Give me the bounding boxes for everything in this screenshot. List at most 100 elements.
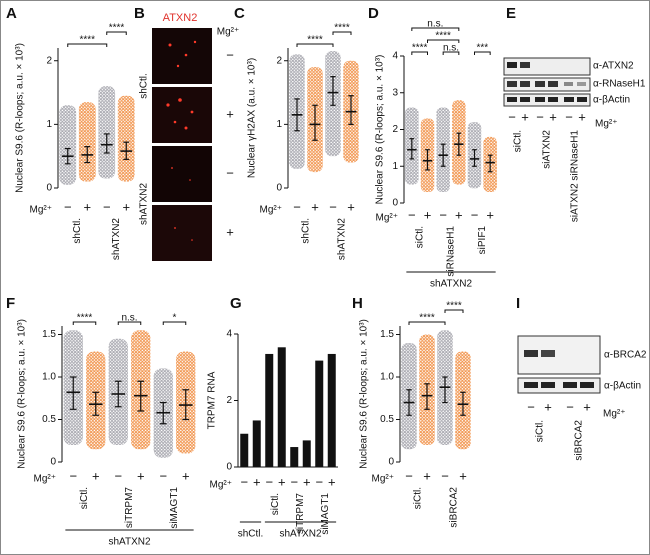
mg-sign: −	[226, 165, 234, 180]
mg-sign: −	[508, 109, 516, 124]
panel-i: I α-BRCA2 α-βActin − + − + Mg²⁺ siCtl. s…	[516, 295, 647, 461]
y-axis-title: TRPM7 RNA	[207, 371, 218, 429]
y-tick-label: 0	[276, 183, 282, 194]
mg-label: Mg²⁺	[217, 27, 240, 38]
row-label: shATXN2	[139, 183, 150, 225]
mg-sign: −	[293, 199, 301, 214]
mg-sign: +	[226, 224, 234, 239]
mg-sign: −	[290, 474, 298, 489]
significance-bracket	[162, 321, 187, 325]
mg-label: Mg²⁺	[376, 213, 399, 224]
panel-e: E α-ATXN2 α-RNaseH1 α-βActin − + − + − +…	[503, 5, 646, 222]
bands	[524, 382, 594, 388]
mg-label: Mg²⁺	[30, 205, 53, 216]
mg-sign: −	[64, 199, 72, 214]
mg-sign: +	[278, 474, 286, 489]
category-label: siTRPM7	[295, 493, 306, 535]
y-tick-label: 1.5	[380, 329, 394, 340]
mg-sign: +	[544, 399, 552, 414]
mg-sign: −	[265, 474, 273, 489]
antibody-label: α-βActin	[593, 95, 630, 106]
group-label: shATXN2	[108, 537, 150, 548]
micrograph	[152, 28, 212, 84]
y-axis-title: Nuclear S9.6 (R-loops; a.u. × 10³)	[359, 319, 370, 469]
antibody-label: α-ATXN2	[593, 61, 634, 72]
lane-label: siCtl.	[513, 130, 524, 152]
mg-sign: −	[226, 47, 234, 62]
group-label: shATXN2	[279, 529, 321, 540]
significance-label: ****	[419, 313, 435, 324]
mg-sign: −	[69, 468, 77, 483]
panel-letter: A	[6, 5, 17, 22]
significance-bracket	[296, 43, 334, 47]
mg-sign: −	[240, 474, 248, 489]
dot-cloud	[98, 86, 116, 179]
mg-sign: −	[441, 468, 449, 483]
lane-label: siATXN2	[542, 130, 553, 169]
mg-sign: +	[303, 474, 311, 489]
significance-label: n.s.	[443, 43, 459, 54]
significance-label: ****	[412, 43, 428, 54]
significance-label: n.s.	[427, 19, 443, 30]
mg-sign: −	[315, 474, 323, 489]
mg-sign: −	[565, 109, 573, 124]
mg-sign: −	[536, 109, 544, 124]
y-axis-title: Nuclear S9.6 (R-loops; a.u. × 10³)	[17, 319, 28, 469]
mg-sign: −	[527, 399, 535, 414]
antibody-label: α-βActin	[604, 381, 641, 392]
group-label: shATXN2	[430, 279, 472, 290]
mg-sign: −	[114, 468, 122, 483]
panel: A Nuclear S9.6 (R-loops; a.u. × 10³) 0 1 2 Mg…	[6, 5, 135, 260]
y-tick-label: 2	[226, 395, 232, 406]
y-tick-label: 0	[392, 198, 398, 209]
mg-sign: −	[329, 199, 337, 214]
y-axis-title: Nuclear S9.6 (R-loops; a.u. × 10³)	[375, 55, 386, 205]
bands	[507, 81, 586, 87]
panel-letter: H	[352, 295, 363, 312]
category-label: siMAGT1	[320, 493, 331, 535]
significance-bracket	[332, 31, 352, 35]
mg-label: Mg²⁺	[260, 205, 283, 216]
y-axis-title: Nuclear S9.6 (R-loops; a.u. × 10³)	[15, 43, 26, 193]
dot-cloud	[78, 102, 96, 182]
stain-title: ATXN2	[163, 12, 198, 24]
significance-bracket	[411, 51, 428, 55]
band	[524, 350, 538, 357]
significance-label: ****	[334, 23, 350, 34]
category-label: siCtl.	[414, 226, 425, 248]
panel-letter: B	[134, 5, 145, 22]
y-axis-title: Nuclear γH2AX (a.u. × 10³)	[247, 58, 258, 178]
significance-label: ***	[476, 43, 488, 54]
bar	[277, 347, 286, 467]
y-tick-label: 1.0	[380, 372, 394, 383]
significance-bracket	[106, 31, 127, 35]
panel-letter: G	[230, 295, 242, 312]
significance-label: ****	[446, 301, 462, 312]
dot-cloud	[59, 105, 77, 185]
category-label: siBRCA2	[449, 487, 460, 528]
micrograph	[152, 87, 212, 143]
mg-sign: +	[182, 468, 190, 483]
mg-sign: +	[549, 109, 557, 124]
mg-sign: +	[583, 399, 591, 414]
lane-label: siBRCA2	[574, 420, 585, 461]
significance-label: ****	[77, 313, 93, 324]
mg-sign: −	[405, 468, 413, 483]
micrograph	[152, 146, 212, 202]
nuclear-foci	[166, 40, 197, 241]
significance-label: ****	[307, 35, 323, 46]
mg-sign: +	[226, 106, 234, 121]
significance-bracket	[408, 321, 446, 325]
y-tick-label: 3	[392, 87, 398, 98]
category-label: siCtl.	[413, 487, 424, 509]
blot	[517, 377, 601, 394]
category-label: shCtl.	[72, 218, 83, 244]
panel-letter: E	[506, 5, 516, 22]
mg-sign: +	[311, 199, 319, 214]
band	[541, 350, 555, 357]
y-tick-label: 4	[226, 329, 232, 340]
panel-letter: D	[368, 5, 379, 22]
significance-bracket	[444, 309, 464, 313]
